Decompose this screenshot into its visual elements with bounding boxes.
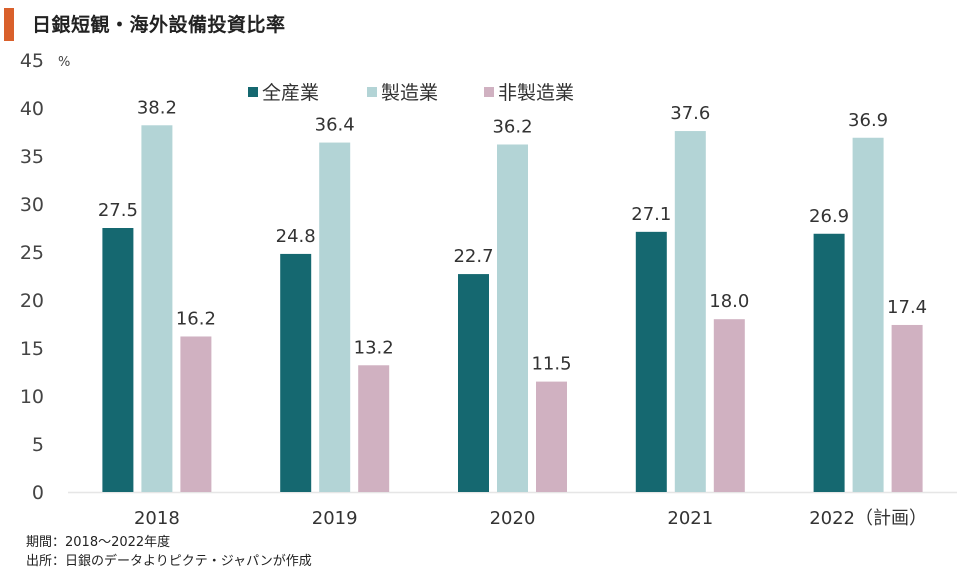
- x-tick-label: 2020: [490, 508, 536, 529]
- y-tick-label: 5: [32, 434, 44, 456]
- y-axis-unit-label: %: [58, 55, 70, 70]
- legend-swatch-non-manufacturing: [484, 87, 494, 97]
- bar-manufacturing: [319, 142, 351, 492]
- bar-all-industries: [458, 274, 489, 492]
- legend-label: 全産業: [262, 82, 319, 104]
- legend-label: 非製造業: [498, 82, 574, 104]
- x-tick-label: 2018: [134, 508, 180, 529]
- title-accent-bar: [4, 8, 14, 41]
- bar-manufacturing: [141, 125, 173, 492]
- bar-all-industries: [280, 253, 312, 492]
- data-label: 27.1: [631, 204, 671, 225]
- y-axis: 0 5 10 15 20 25 30 35 40 45: [20, 50, 44, 504]
- y-tick-label: 10: [20, 386, 44, 408]
- y-tick-label: 15: [20, 338, 44, 360]
- bar-all-industries: [102, 228, 134, 492]
- data-label: 36.4: [315, 115, 355, 136]
- x-tick-label: 2021: [667, 508, 713, 529]
- bar-all-industries: [813, 233, 845, 492]
- data-label: 18.0: [709, 291, 749, 312]
- y-tick-label: 35: [20, 146, 44, 168]
- data-label: 37.6: [670, 103, 710, 124]
- data-label: 36.9: [848, 110, 888, 131]
- data-label: 36.2: [492, 116, 532, 137]
- data-label: 27.5: [98, 200, 138, 221]
- data-label: 26.9: [809, 206, 849, 227]
- data-label: 13.2: [354, 337, 394, 358]
- bar-manufacturing: [674, 131, 706, 493]
- y-tick-label: 40: [20, 98, 44, 120]
- y-tick-label: 25: [20, 242, 44, 264]
- data-label: 16.2: [176, 308, 216, 329]
- legend-swatch-all-industries: [248, 87, 258, 97]
- bar-non-manufacturing: [713, 319, 745, 492]
- bars: [102, 125, 923, 493]
- data-labels: 27.5 38.2 16.2 24.8 36.4 13.2 22.7 36.2 11.5 27.1…: [98, 97, 927, 374]
- data-label: 22.7: [453, 246, 493, 267]
- bar-non-manufacturing: [536, 381, 567, 492]
- bar-all-industries: [635, 231, 667, 492]
- bar-non-manufacturing: [891, 324, 923, 492]
- bar-non-manufacturing: [180, 336, 212, 492]
- data-label: 24.8: [276, 226, 316, 247]
- y-tick-label: 20: [20, 290, 44, 312]
- y-tick-label: 45: [20, 50, 44, 72]
- chart-title: 日銀短観・海外設備投資比率: [32, 14, 286, 36]
- chart-notes: 期間：2018～2022年度 出所：日銀のデータよりピクテ・ジャパンが作成: [26, 533, 312, 571]
- legend-label: 製造業: [381, 82, 438, 104]
- x-tick-label: 2019: [312, 508, 358, 529]
- y-tick-label: 30: [20, 194, 44, 216]
- legend-swatch-manufacturing: [367, 87, 377, 97]
- legend: 全産業 製造業 非製造業: [248, 82, 574, 104]
- bar-manufacturing: [497, 144, 528, 493]
- x-axis: 2018 2019 2020 2021 2022（計画）: [134, 508, 927, 529]
- data-label: 17.4: [887, 297, 927, 318]
- y-tick-label: 0: [32, 482, 44, 504]
- bar-non-manufacturing: [358, 365, 390, 492]
- x-tick-label: 2022（計画）: [809, 508, 927, 529]
- period-note: 期間：2018～2022年度: [26, 535, 171, 550]
- source-note: 出所：日銀のデータよりピクテ・ジャパンが作成: [26, 554, 312, 569]
- bar-manufacturing: [852, 137, 884, 492]
- data-label: 38.2: [137, 97, 177, 118]
- data-label: 11.5: [531, 354, 571, 375]
